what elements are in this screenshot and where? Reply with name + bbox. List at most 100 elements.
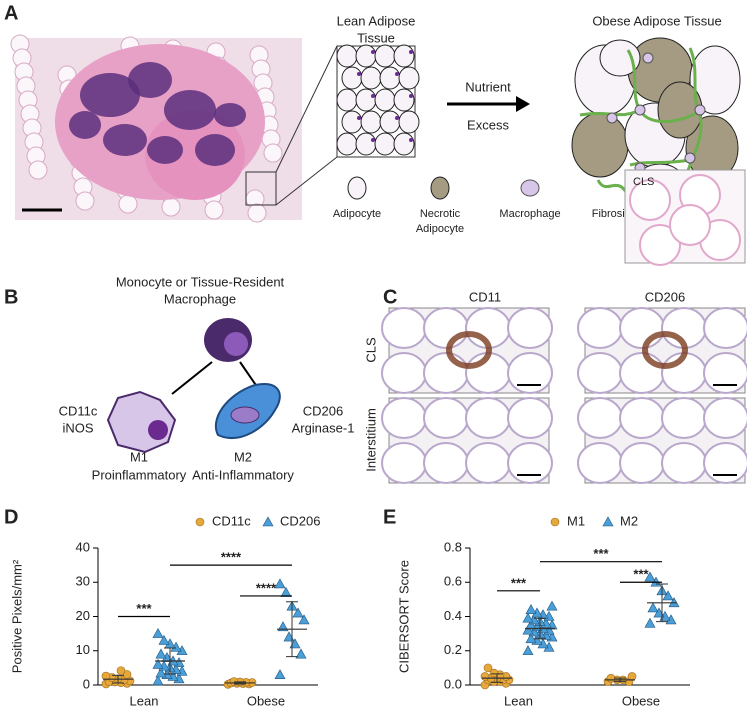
data-point xyxy=(292,607,304,618)
ihc-cell xyxy=(381,442,427,484)
m1-label: Proinflammatory xyxy=(92,467,187,482)
data-point xyxy=(298,614,310,625)
data-point xyxy=(546,600,558,611)
fat-cell xyxy=(204,200,224,220)
data-point xyxy=(489,668,499,678)
nucleus xyxy=(371,138,375,142)
error-bar xyxy=(656,583,668,623)
legend-label: Adipocyte xyxy=(333,208,381,220)
arrow-label: Excess xyxy=(467,117,509,132)
x-tick-label: Obese xyxy=(247,693,285,708)
data-point xyxy=(647,602,659,613)
nucleus xyxy=(357,116,361,120)
legend-macrophage xyxy=(520,179,540,197)
fat-cell xyxy=(247,203,267,223)
origin-label: Macrophage xyxy=(164,291,236,306)
legend-label: M2 xyxy=(620,513,638,528)
data-point xyxy=(152,675,164,686)
data-point xyxy=(152,628,164,638)
adipocyte xyxy=(398,110,420,134)
gland xyxy=(103,124,147,156)
data-point xyxy=(550,517,560,527)
significance-label: *** xyxy=(136,601,152,616)
nucleus xyxy=(357,72,361,76)
y-tick-label: 0.4 xyxy=(444,608,462,623)
ihc-cell xyxy=(703,442,747,484)
error-bar xyxy=(534,617,546,640)
legend-label: Necrotic xyxy=(420,208,461,220)
m2-marker: CD206 xyxy=(303,403,343,418)
m2-label: Anti-Inflammatory xyxy=(192,467,294,482)
ihc-cell xyxy=(661,397,707,439)
x-tick-label: Obese xyxy=(622,693,660,708)
data-point xyxy=(295,648,307,659)
ihc-cell xyxy=(703,352,747,394)
ihc-cell xyxy=(619,442,665,484)
adipocyte xyxy=(360,66,382,90)
inset-cell xyxy=(639,224,681,266)
ihc-cell xyxy=(381,352,427,394)
lean-title: Lean Adipose xyxy=(337,13,416,28)
panel-letter: A xyxy=(4,2,18,24)
nucleus xyxy=(409,50,413,54)
data-point xyxy=(274,669,286,680)
arrow-label: Nutrient xyxy=(465,79,511,94)
error-bar xyxy=(234,681,246,685)
ihc-cell xyxy=(577,307,623,349)
legend-label: Macrophage xyxy=(499,208,560,220)
panel-letter: C xyxy=(383,286,397,308)
m2-label: M2 xyxy=(234,449,252,464)
gland xyxy=(195,134,235,166)
data-point xyxy=(644,571,656,582)
ihc-cell xyxy=(381,397,427,439)
m1-marker: iNOS xyxy=(62,420,93,435)
significance-label: *** xyxy=(593,546,609,561)
zoom-line xyxy=(275,156,338,206)
y-tick-label: 30 xyxy=(76,574,90,589)
macrophage xyxy=(642,52,654,64)
data-point xyxy=(662,590,674,601)
inset-cell xyxy=(669,204,711,246)
y-tick-label: 40 xyxy=(76,539,90,554)
data-point xyxy=(525,633,537,644)
macrophage xyxy=(684,152,696,164)
panel-letter: E xyxy=(383,506,396,528)
zoom-box xyxy=(245,171,277,206)
x-tick-label: Lean xyxy=(130,693,159,708)
ihc-cell xyxy=(507,397,553,439)
adipocyte xyxy=(571,112,629,178)
y-tick-label: 0.6 xyxy=(444,574,462,589)
legend-label: Adipocyte xyxy=(416,223,464,235)
data-point xyxy=(522,645,534,656)
adipocyte xyxy=(689,45,741,115)
significance-label: **** xyxy=(221,550,242,565)
column-label: CD206 xyxy=(645,289,685,304)
legend-label: M1 xyxy=(567,513,585,528)
gland xyxy=(214,103,246,127)
data-point xyxy=(155,648,167,659)
data-point xyxy=(644,617,656,628)
nucleus xyxy=(224,332,248,356)
nucleus xyxy=(409,138,413,142)
data-point xyxy=(277,621,289,632)
data-point xyxy=(158,634,170,645)
nucleus xyxy=(395,116,399,120)
row-label: Interstitium xyxy=(363,408,378,472)
adipocyte xyxy=(341,110,363,134)
m1-label: M1 xyxy=(130,449,148,464)
y-tick-label: 0.8 xyxy=(444,539,462,554)
macrophage xyxy=(606,112,618,124)
ihc-cell xyxy=(423,397,469,439)
ihc-cell xyxy=(423,352,469,394)
ihc-cell xyxy=(381,307,427,349)
m2-marker: Arginase-1 xyxy=(292,420,355,435)
ihc-cell xyxy=(577,352,623,394)
legend-label: CD206 xyxy=(280,513,320,528)
adipocyte xyxy=(341,66,363,90)
significance-label: *** xyxy=(633,567,649,582)
y-tick-label: 0.0 xyxy=(444,676,462,691)
data-point xyxy=(155,667,167,678)
column-label: CD11 xyxy=(469,289,501,304)
adipocyte xyxy=(336,88,358,112)
